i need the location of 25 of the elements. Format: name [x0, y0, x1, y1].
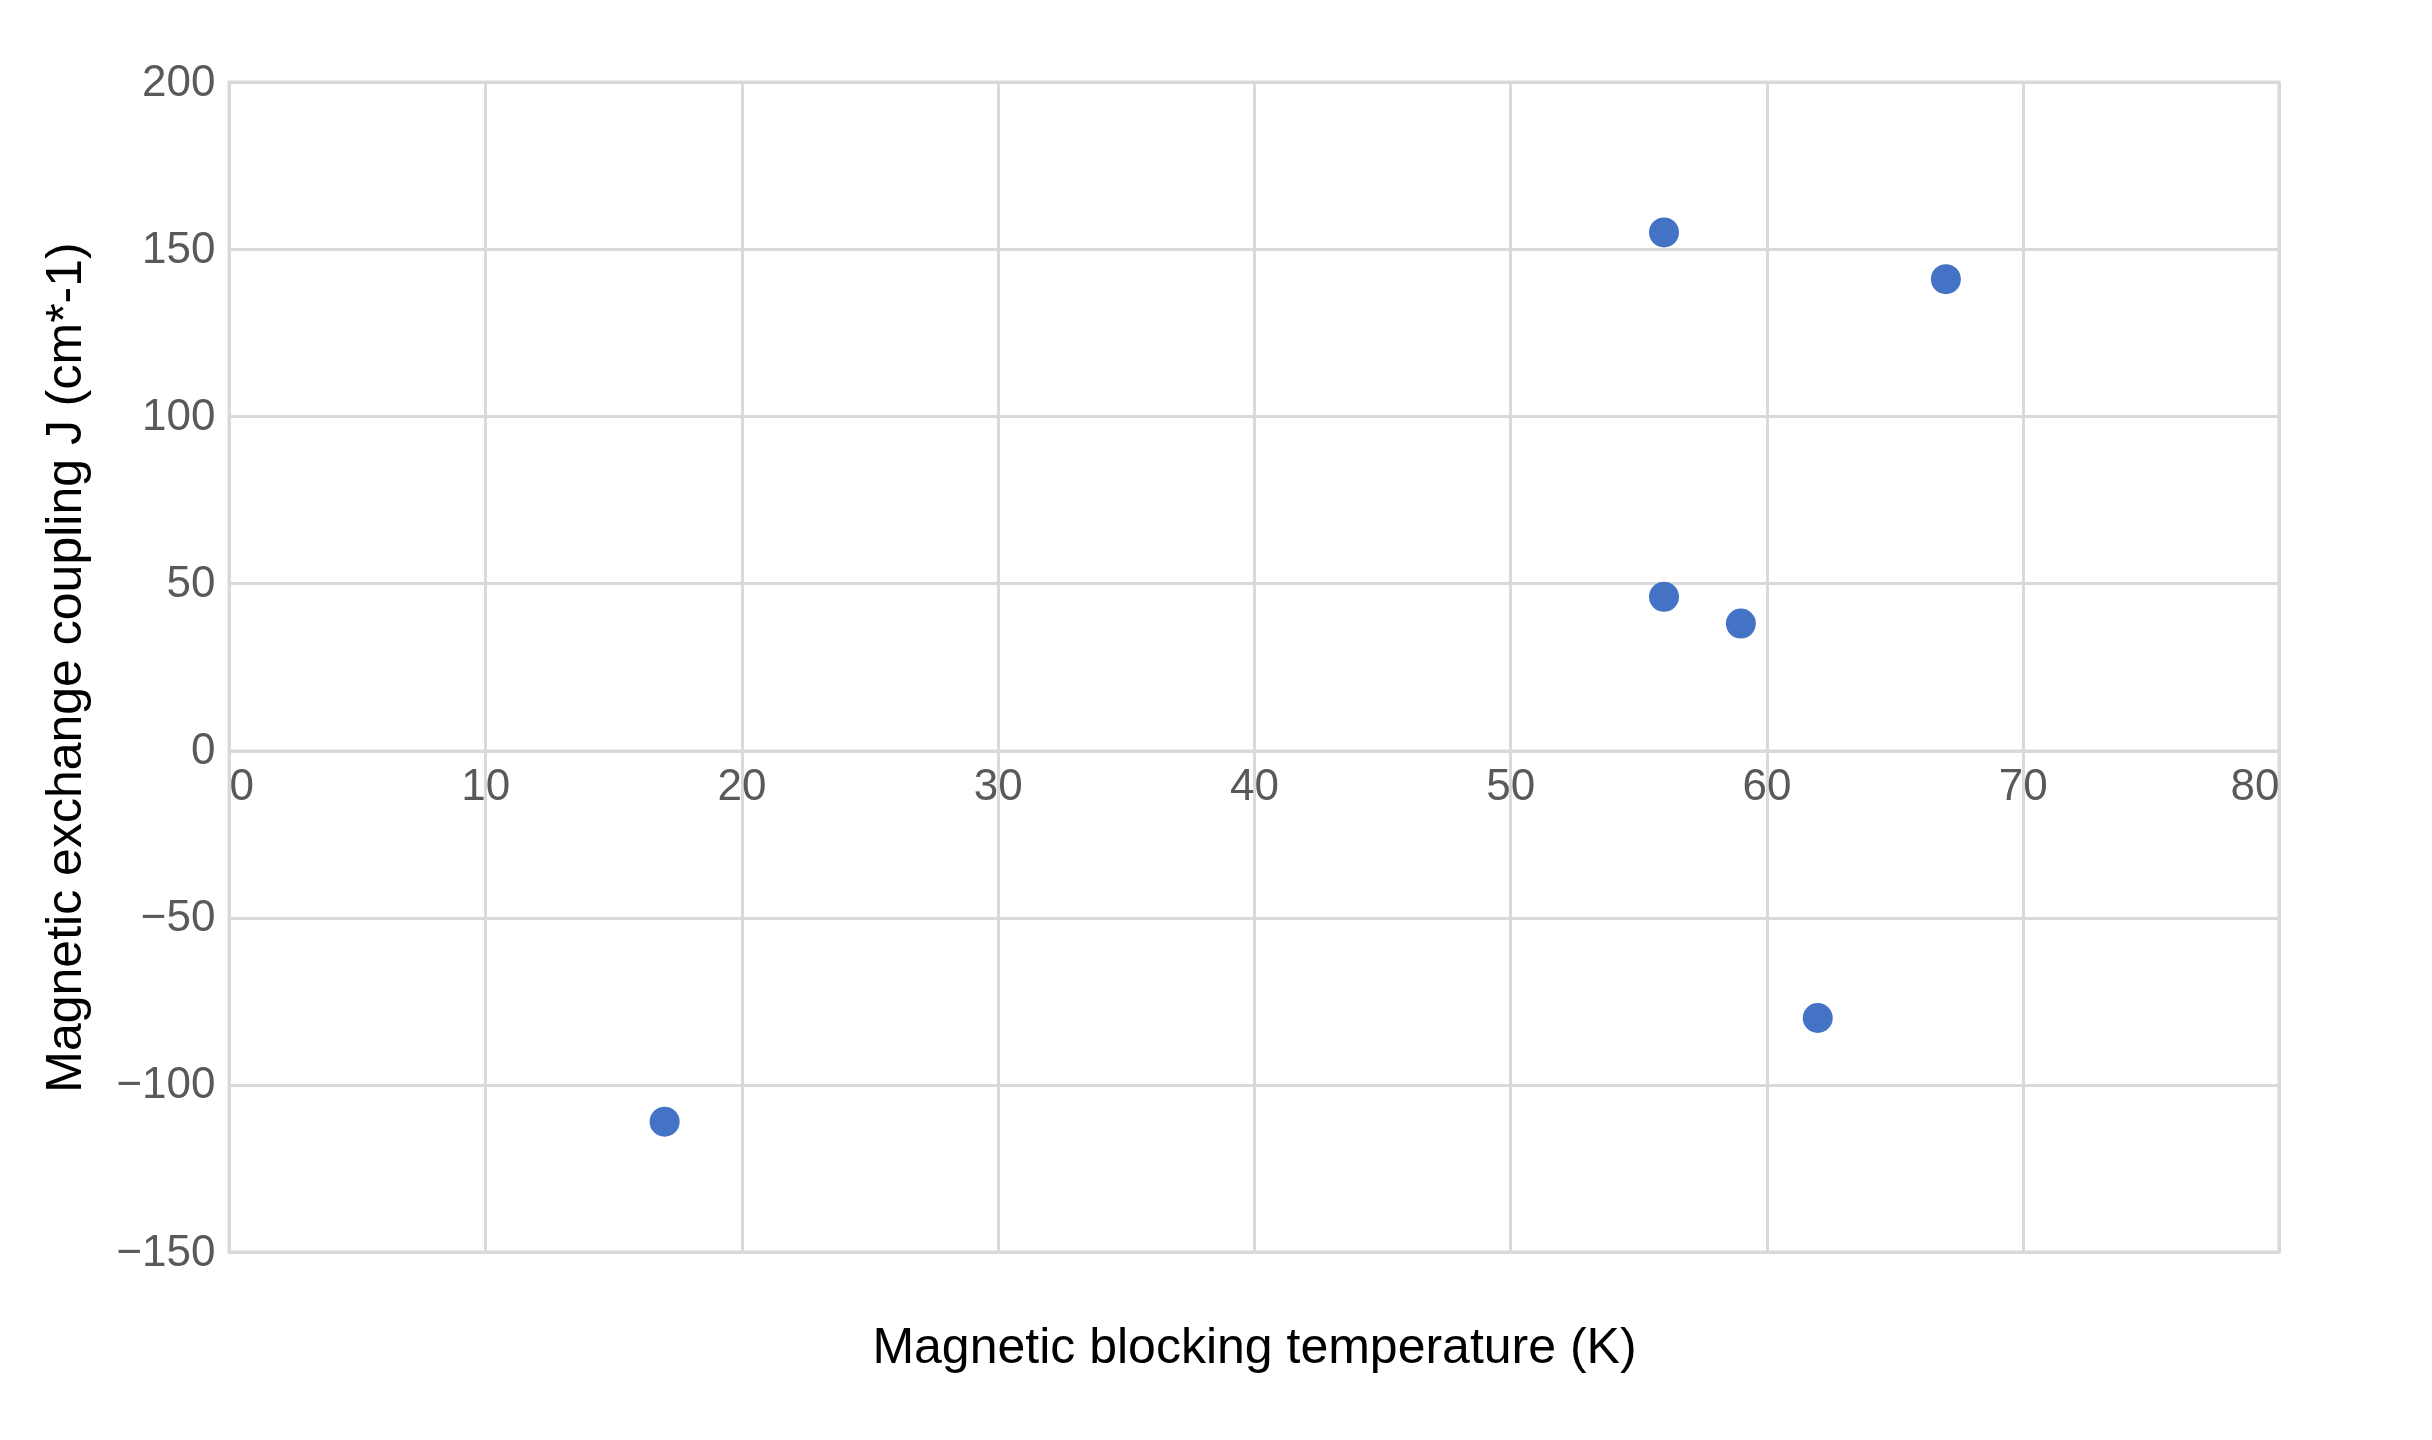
point	[1802, 1003, 1833, 1033]
y-tick-label: −150	[116, 1225, 216, 1275]
y-tick-label: 100	[142, 389, 216, 439]
y-tick-label: −100	[116, 1058, 216, 1108]
x-tick-label: 30	[973, 760, 1023, 810]
y-tick-label: −50	[140, 891, 216, 941]
x-tick-label: 60	[1742, 760, 1792, 810]
point	[1649, 217, 1679, 248]
x-tick-label: 0	[229, 760, 254, 810]
point	[1649, 581, 1679, 612]
y-tick-label: 50	[166, 556, 216, 606]
x-tick-label: 10	[461, 760, 511, 810]
y-tick-label: 0	[191, 724, 216, 774]
y-tick-label: 200	[142, 55, 216, 105]
point	[1725, 608, 1756, 639]
x-axis-title: Magnetic blocking temperature (K)	[872, 1317, 1637, 1374]
point	[1930, 264, 1961, 295]
point	[649, 1106, 680, 1137]
x-tick-label: 50	[1486, 760, 1536, 810]
x-tick-label: 40	[1230, 760, 1279, 810]
x-tick-label: 70	[1998, 760, 2048, 810]
x-tick-label: 20	[717, 760, 767, 810]
x-tick-label: 80	[2230, 760, 2280, 810]
y-axis-title: Magnetic exchange coupling J (cm*-1)	[36, 242, 93, 1093]
y-tick-label: 150	[142, 222, 216, 272]
